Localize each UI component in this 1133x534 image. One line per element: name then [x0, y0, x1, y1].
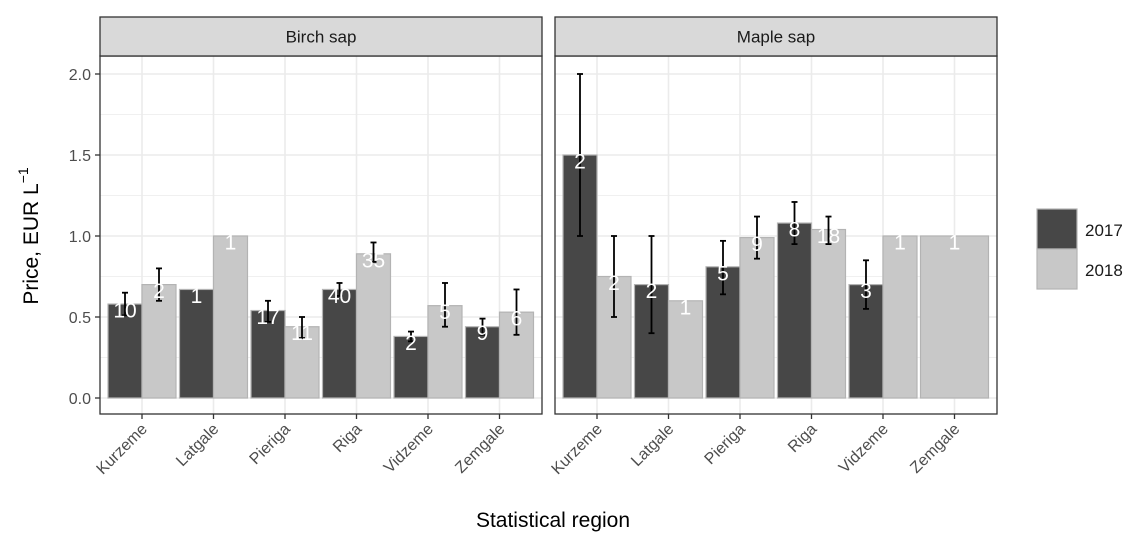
- bar-count-label: 40: [328, 285, 351, 308]
- bar-kurzeme-2018: [141, 284, 177, 399]
- y-axis: 0.0 0.5 1.0 1.5 2.0: [69, 67, 100, 408]
- bar-zemgale-2018: [919, 235, 990, 399]
- bar-count-label: 1: [225, 232, 237, 255]
- legend-label: 2017: [1085, 221, 1123, 240]
- error-bar-riga-2018: [370, 241, 377, 263]
- bar-count-label: 18: [817, 225, 840, 248]
- error-bar-pieriga-2017: [720, 239, 726, 296]
- bar-riga-2017: [776, 222, 813, 399]
- bar-riga-2017: [321, 288, 358, 399]
- y-tick-label: 1.0: [69, 229, 91, 246]
- bar-count-label: 1: [680, 296, 692, 319]
- legend: 2017 2018: [1036, 208, 1123, 290]
- bar-count-label: 17: [256, 306, 279, 329]
- error-bar-vidzeme-2018: [442, 282, 448, 328]
- error-bar-kurzeme-2017: [122, 291, 128, 317]
- bar-count-label: 1: [949, 232, 961, 255]
- error-bar-pieriga-2018: [299, 316, 305, 339]
- error-bar-pieriga-2018: [754, 215, 760, 260]
- y-tick-label: 0.5: [69, 310, 91, 327]
- bar-count-label: 1: [191, 285, 203, 308]
- x-tick-label: Zemgale: [907, 421, 963, 477]
- x-tick-label: Vidzeme: [836, 421, 892, 477]
- bar-count-label: 8: [789, 219, 801, 242]
- bar-latgale-2017: [178, 288, 215, 399]
- legend-swatch: [1036, 248, 1078, 290]
- bar-count-label: 5: [717, 262, 729, 285]
- error-bar-kurzeme-2018: [156, 267, 162, 302]
- facet-strip-label: Birch sap: [286, 28, 357, 47]
- facet-strip-label: Maple sap: [737, 28, 815, 47]
- x-tick-label: Kurzeme: [94, 421, 151, 478]
- legend-item-2018: 2018: [1036, 248, 1123, 290]
- y-axis-title: Price, EUR L−1: [15, 167, 43, 305]
- bar-count-label: 2: [153, 280, 165, 303]
- x-tick-label: Latgale: [628, 421, 677, 470]
- legend-swatch: [1036, 208, 1078, 250]
- y-tick-label: 0.0: [69, 391, 91, 408]
- error-bar-zemgale-2018: [513, 288, 520, 336]
- bar-count-label: 2: [608, 272, 620, 295]
- bar-riga-2018: [810, 228, 847, 399]
- bar-riga-2018: [355, 253, 392, 399]
- y-tick-label: 1.5: [69, 148, 91, 165]
- bar-count-label: 9: [751, 233, 763, 256]
- x-tick-label: Pieriga: [247, 421, 294, 468]
- error-bar-latgale-2017: [648, 235, 655, 335]
- bar-count-label: 3: [860, 280, 872, 303]
- x-tick-label: Riga: [330, 421, 365, 456]
- bar-count-label: 2: [646, 280, 658, 303]
- facet-strip: [99, 16, 543, 57]
- bar-count-label: 6: [511, 308, 523, 331]
- error-bar-vidzeme-2017: [408, 330, 414, 343]
- x-tick-label: Pieriga: [702, 421, 749, 468]
- bar-latgale-2018: [212, 235, 249, 399]
- bar-pieriga-2018: [739, 237, 775, 399]
- x-tick-label: Latgale: [173, 421, 222, 470]
- error-bar-riga-2017: [336, 282, 343, 297]
- bar-zemgale-2017: [464, 326, 501, 399]
- bar-vidzeme-2018: [882, 235, 918, 399]
- error-bar-vidzeme-2017: [863, 259, 869, 310]
- legend-label: 2018: [1085, 261, 1123, 280]
- bar-count-label: 1: [894, 232, 906, 255]
- x-tick-label: Kurzeme: [549, 421, 606, 478]
- bar-count-label: 2: [574, 151, 586, 174]
- bar-count-label: 11: [291, 322, 313, 345]
- error-bar-kurzeme-2017: [577, 73, 583, 237]
- error-bar-riga-2018: [825, 215, 832, 246]
- x-tick-label: Zemgale: [452, 421, 508, 477]
- error-bar-kurzeme-2018: [611, 235, 617, 318]
- x-tick-label: Riga: [785, 421, 820, 456]
- bar-count-label: 10: [113, 300, 136, 323]
- facet-strip: [554, 16, 998, 57]
- error-bar-pieriga-2017: [265, 299, 271, 323]
- error-bar-zemgale-2017: [479, 317, 486, 336]
- legend-item-2017: 2017: [1036, 208, 1123, 250]
- x-axis-title: Statistical region: [476, 509, 630, 532]
- bar-latgale-2018: [667, 300, 704, 399]
- bar-count-label: 9: [477, 322, 489, 345]
- bar-count-label: 5: [439, 301, 451, 324]
- bar-count-label: 35: [362, 249, 385, 272]
- bar-count-label: 2: [405, 332, 417, 355]
- x-tick-label: Vidzeme: [381, 421, 437, 477]
- y-tick-label: 2.0: [69, 67, 91, 84]
- error-bar-riga-2017: [791, 201, 798, 246]
